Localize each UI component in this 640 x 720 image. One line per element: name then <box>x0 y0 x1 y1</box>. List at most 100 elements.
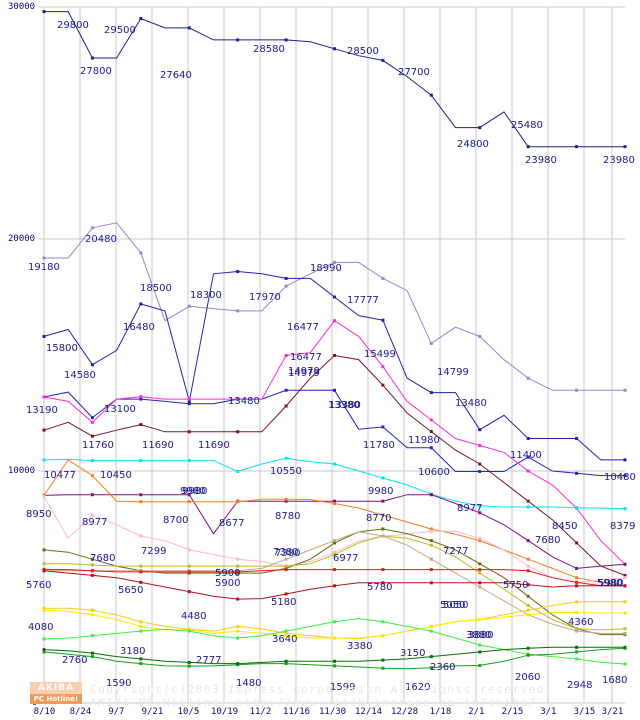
series-marker <box>284 629 288 633</box>
series-marker <box>139 620 143 624</box>
series-marker <box>623 145 627 149</box>
series-marker <box>478 428 482 432</box>
series-marker <box>526 455 530 459</box>
series-marker <box>90 56 94 60</box>
series-marker <box>139 662 143 666</box>
series-line <box>43 320 626 565</box>
x-axis-tick: 9/21 <box>141 707 164 717</box>
series-marker <box>333 550 336 554</box>
series-marker <box>478 511 482 515</box>
series-line <box>44 222 625 391</box>
series-marker <box>90 634 94 638</box>
series-marker <box>478 585 482 589</box>
series-marker <box>187 570 191 574</box>
series-marker <box>187 26 191 30</box>
series-marker <box>478 539 482 543</box>
series-line <box>44 535 626 631</box>
series-marker <box>575 645 579 649</box>
series-marker <box>333 664 336 668</box>
data-point-label: 24800 <box>457 139 489 150</box>
x-axis-tick: 10/19 <box>211 707 239 717</box>
series-marker <box>139 657 143 661</box>
series-marker <box>284 662 288 666</box>
series-marker <box>575 506 579 510</box>
data-point-label: 19180 <box>28 262 60 273</box>
series-marker <box>575 629 579 633</box>
data-point-label: 5650 <box>118 585 144 596</box>
series-marker <box>236 469 240 473</box>
series-marker <box>478 334 482 338</box>
data-point-label: 18500 <box>140 283 172 294</box>
series-marker <box>236 570 240 574</box>
data-point-label: 11760 <box>82 440 114 451</box>
series-marker <box>187 399 191 403</box>
series-marker <box>42 428 46 432</box>
series-marker <box>381 666 385 670</box>
series-marker <box>575 145 579 149</box>
data-point-label: 3380 <box>347 641 373 652</box>
data-point-label: 1480 <box>236 678 262 689</box>
series-marker <box>429 529 433 533</box>
series-marker <box>575 580 579 584</box>
series-marker <box>90 493 94 497</box>
series-marker <box>90 416 94 420</box>
x-axis-tick: 9/7 <box>108 707 125 717</box>
data-point-label: 16477 <box>290 352 322 363</box>
series-marker <box>381 527 385 531</box>
series-marker <box>526 613 530 617</box>
series-marker <box>381 365 385 369</box>
series-marker <box>478 571 482 575</box>
data-point-label: 8379 <box>610 521 636 532</box>
data-point-label: 1620 <box>405 682 431 693</box>
series-marker <box>333 584 336 588</box>
data-point-label: 1599 <box>330 682 356 693</box>
data-point-label: 5900 <box>215 568 241 579</box>
data-point-label: 13480 <box>228 396 260 407</box>
data-point-label: 10450 <box>100 470 132 481</box>
series-marker <box>478 562 482 566</box>
series-marker <box>42 548 46 552</box>
series-marker <box>478 126 482 130</box>
series-marker <box>623 645 627 649</box>
data-point-label: 5780 <box>367 582 393 593</box>
data-point-label: 8677 <box>219 518 245 529</box>
series-marker <box>526 505 530 509</box>
x-axis-tick: 1/18 <box>429 707 452 717</box>
data-point-label: 7380 <box>275 548 301 559</box>
series-marker <box>284 592 288 596</box>
series-marker <box>381 383 385 387</box>
series-marker <box>284 404 288 408</box>
series-marker <box>284 276 288 280</box>
series-marker <box>90 434 94 438</box>
series-marker <box>478 581 482 585</box>
series-marker <box>42 458 46 462</box>
data-point-label: 4480 <box>181 611 207 622</box>
series-marker <box>381 581 385 585</box>
data-point-label: 5900 <box>215 578 241 589</box>
data-point-label: 10600 <box>418 467 450 478</box>
series-marker <box>187 402 191 406</box>
series-marker <box>429 341 433 345</box>
x-axis-tick: 11/16 <box>283 707 311 717</box>
series-marker <box>526 376 530 380</box>
series-marker <box>429 418 433 422</box>
series-marker <box>526 608 530 612</box>
series-marker <box>381 534 385 538</box>
series-marker <box>236 624 240 628</box>
series-marker <box>284 456 288 460</box>
series-marker <box>526 653 530 657</box>
series-marker <box>90 563 94 567</box>
series-marker <box>284 568 288 572</box>
series-marker <box>429 655 433 659</box>
x-axis-tick: 2/1 <box>468 707 485 717</box>
series-marker <box>381 513 385 517</box>
data-point-label: 3880 <box>466 630 492 641</box>
series-marker <box>90 363 94 367</box>
data-point-label: 4360 <box>568 617 594 628</box>
series-marker <box>526 583 530 587</box>
series-marker <box>187 430 191 434</box>
data-point-label: 5760 <box>26 580 52 591</box>
data-point-label: 5980 <box>598 578 624 589</box>
series-marker <box>381 425 385 429</box>
